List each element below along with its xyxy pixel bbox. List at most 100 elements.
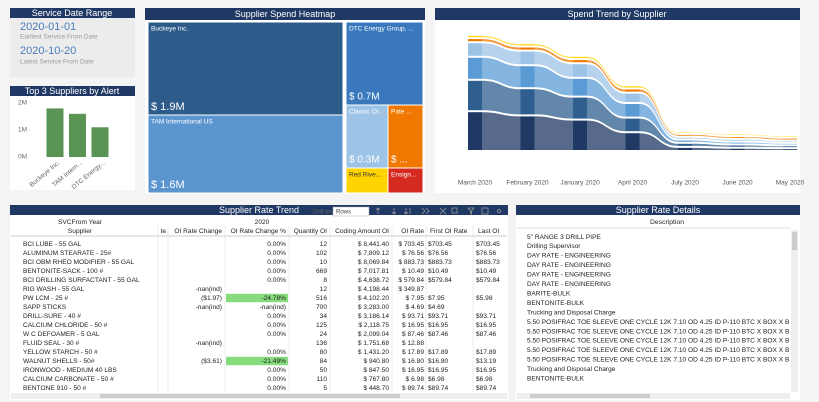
segment <box>625 93 640 102</box>
bar <box>46 108 64 157</box>
drill-select[interactable] <box>332 206 370 217</box>
cell: 0.00% <box>267 322 286 329</box>
cell: $ 1,431.20 <box>358 349 389 356</box>
title-bar <box>10 205 508 215</box>
cell: DAY RATE - ENGINEERING <box>527 253 611 260</box>
cell: $ 4,638.72 <box>358 277 389 284</box>
cell: $10.49 <box>476 268 497 275</box>
scroll-thumb[interactable] <box>792 232 797 250</box>
cell: 136 <box>316 340 327 347</box>
cell: 0.00% <box>267 331 286 338</box>
segment <box>573 120 587 150</box>
cell: $16.95 <box>476 322 497 329</box>
segment <box>520 66 535 88</box>
cell: 0.00% <box>267 268 286 275</box>
cell: $ 10.49 <box>402 268 424 275</box>
column-header: Last OI <box>478 228 499 235</box>
scrollbar[interactable] <box>791 230 798 392</box>
ribbon <box>744 139 783 142</box>
cell: W C DEFOAMER - 5 GAL <box>23 331 100 338</box>
ribbon <box>744 134 783 137</box>
cell: BCI DRILLING SURFACTANT - 55 GAL <box>23 277 140 284</box>
segment <box>520 116 535 150</box>
cell: RIG WASH - 55 GAL <box>23 286 85 293</box>
scrollbar[interactable] <box>517 393 790 399</box>
toolbar-icons[interactable] <box>375 207 501 215</box>
cell: $ 448.70 <box>363 385 389 392</box>
cell: 5.50 POSIFRAC TOE SLEEVE ONE CYCLE 12K 7… <box>527 347 790 354</box>
ribbon <box>692 143 731 147</box>
cell: $16.80 <box>428 358 449 365</box>
ribbon <box>482 43 521 65</box>
segment <box>678 140 692 142</box>
cell: -24.78% <box>261 295 286 302</box>
cell: $17.89 <box>428 349 449 356</box>
bar <box>91 127 109 157</box>
cell: $ 1,751.68 <box>358 340 389 347</box>
ribbon <box>534 47 573 63</box>
cell: $16.95 <box>428 322 449 329</box>
cell: 34 <box>320 313 328 320</box>
chart-title: Spend Trend by Supplier <box>567 9 666 19</box>
cell: 669 <box>316 268 327 275</box>
tile-value: $ ... <box>391 155 408 166</box>
ribbon <box>744 136 783 140</box>
ribbon <box>534 44 573 59</box>
tile-label: Pate ... <box>391 109 412 116</box>
ribbon <box>534 89 573 119</box>
cell: $5.98 <box>476 295 493 302</box>
cell: $7.95 <box>428 295 445 302</box>
segment <box>625 86 640 88</box>
cell: PW LCM - 25 # <box>23 295 68 302</box>
cell: CALCIUM CHLORIDE - 50 # <box>23 322 108 329</box>
tile-label: DTC Energy Group, ... <box>349 26 414 33</box>
segment <box>625 133 640 150</box>
ribbon <box>482 39 521 50</box>
cell: $10.49 <box>428 268 449 275</box>
cell: BARITE-BULK <box>527 290 571 297</box>
segment <box>520 89 535 115</box>
scroll-thumb[interactable] <box>100 394 400 398</box>
cell: $ 2,099.04 <box>358 331 389 338</box>
scroll-thumb[interactable] <box>530 394 650 398</box>
ribbon <box>534 51 573 77</box>
cell: 8 <box>323 277 327 284</box>
cell: $6.98 <box>476 376 493 383</box>
cell: $ 847.50 <box>363 367 389 374</box>
date-label: Earliest Service From Date <box>20 34 98 41</box>
segment <box>573 78 587 96</box>
cell: $6.98 <box>428 376 445 383</box>
ribbon <box>587 60 626 92</box>
cell: 50 <box>320 367 328 374</box>
segment <box>520 44 535 46</box>
cell: -21.49% <box>261 358 286 365</box>
title-bar <box>516 205 800 215</box>
cell: $13.19 <box>476 358 497 365</box>
cell: $93.71 <box>476 313 497 320</box>
header: SVCFrom Year <box>58 219 103 226</box>
x-tick-label: March 2020 <box>458 180 493 187</box>
card-title: Service Date Range <box>32 8 113 18</box>
cell: $ 4.69 <box>406 304 425 311</box>
cell: $16.95 <box>428 367 449 374</box>
details-body: 5" RANGE 3 DRILL PIPE Drilling Supervisor… <box>527 234 790 383</box>
cell: 516 <box>316 295 327 302</box>
tile-label: Buckeye Inc. <box>151 26 188 33</box>
cell: 12 <box>320 286 328 293</box>
ribbon <box>482 80 521 115</box>
table-body: BCI LUBE - 55 GAL 0.00% 12 $ 8,441.40 $ 703.… <box>23 241 500 392</box>
ribbon <box>639 89 678 136</box>
x-tick-label: July 2020 <box>671 180 699 187</box>
cell: $ 7.95 <box>406 295 425 302</box>
segment <box>678 147 692 150</box>
date-value: 2020-01-01 <box>20 21 76 33</box>
tile-value: $ 0.7M <box>349 92 380 103</box>
tile-value: $ 1.6M <box>151 179 185 191</box>
table-title: Supplier Rate Details <box>616 205 701 215</box>
cell: 12 <box>320 241 328 248</box>
cell: DAY RATE - ENGINEERING <box>527 272 611 279</box>
cell: BENTONITE-BULK <box>527 376 585 383</box>
cell: $76.56 <box>428 250 449 257</box>
ribbon <box>482 57 521 88</box>
column-header: Supplier <box>68 228 93 235</box>
